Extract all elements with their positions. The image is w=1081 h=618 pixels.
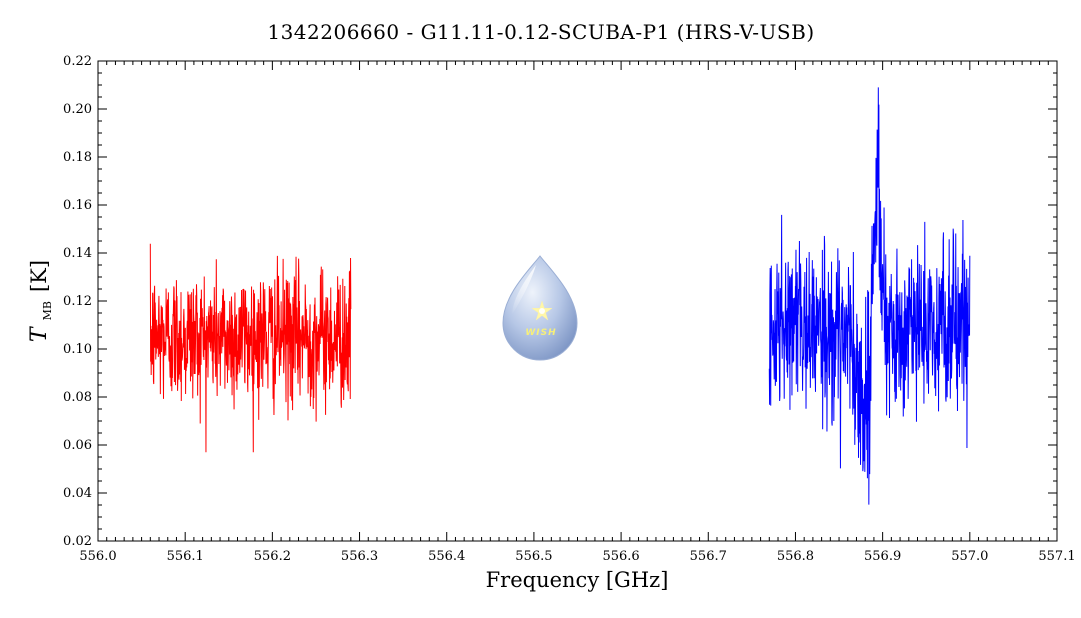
y-tick-label: 0.18	[63, 150, 92, 165]
tick-layer	[97, 60, 1058, 542]
plot-area: 556.0 556.1 556.2 556.3 556.4 556.5 556.6 556.7…	[63, 54, 1076, 564]
x-tick-label: 556.3	[341, 549, 378, 564]
y-axis-label-sub: MB	[41, 301, 54, 320]
x-tick-label: 556.4	[428, 549, 465, 564]
x-axis-label: Frequency [GHz]	[486, 568, 669, 592]
y-tick-label: 0.12	[63, 294, 92, 309]
x-tick-label: 556.9	[864, 549, 901, 564]
x-tick-label: 556.6	[602, 549, 639, 564]
y-tick-labels: 0.02 0.04 0.06 0.08 0.10 0.12 0.14 0.16 0.18 0.20…	[63, 54, 92, 549]
chart-title: 1342206660 - G11.11-0.12-SCUBA-P1 (HRS-V…	[267, 20, 814, 44]
y-tick-label: 0.02	[63, 534, 92, 549]
y-axis-label-unit: [K]	[27, 260, 51, 292]
x-tick-label: 556.1	[167, 549, 204, 564]
y-tick-label: 0.04	[63, 486, 92, 501]
y-tick-label: 0.06	[63, 438, 92, 453]
wish-logo: WISH	[502, 255, 578, 361]
y-tick-label: 0.08	[63, 390, 92, 405]
x-tick-label: 557.0	[951, 549, 988, 564]
y-tick-label: 0.16	[63, 198, 92, 213]
x-tick-label: 556.8	[777, 549, 814, 564]
series-layer	[149, 87, 971, 505]
x-tick-labels: 556.0 556.1 556.2 556.3 556.4 556.5 556.6 556.7…	[79, 549, 1075, 564]
y-tick-label: 0.10	[63, 342, 92, 357]
x-tick-label: 557.1	[1038, 549, 1075, 564]
y-tick-label: 0.20	[63, 102, 92, 117]
y-tick-label: 0.14	[63, 246, 92, 261]
series-line-2	[768, 87, 971, 505]
x-tick-label: 556.0	[79, 549, 116, 564]
y-axis-label: T MB [K]	[27, 260, 55, 342]
y-axis-label-main: T	[27, 325, 52, 342]
logo-text: WISH	[525, 328, 556, 338]
x-tick-label: 556.2	[254, 549, 291, 564]
series-line-1	[149, 243, 352, 453]
x-tick-label: 556.5	[515, 549, 552, 564]
x-tick-label: 556.7	[690, 549, 727, 564]
svg-text:T MB [K]: T MB [K]	[27, 260, 55, 342]
y-tick-label: 0.22	[63, 54, 92, 69]
